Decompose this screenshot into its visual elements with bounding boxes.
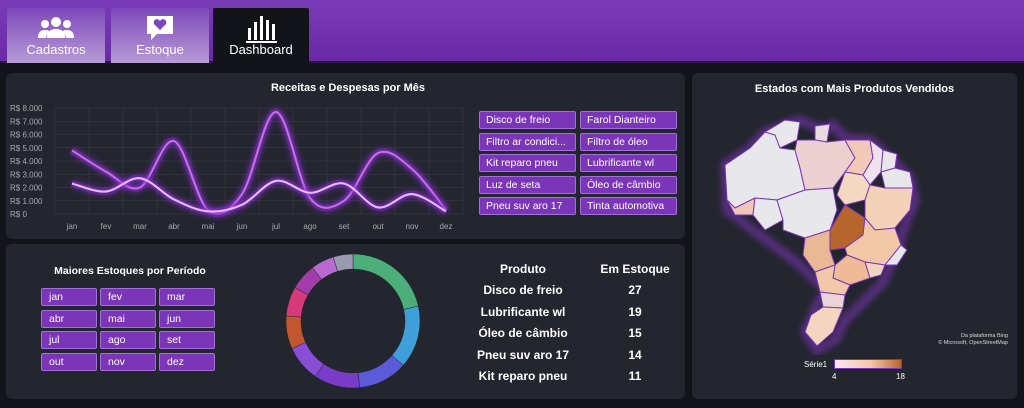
map-legend-max: 18: [896, 372, 905, 381]
table-cell-stock: 15: [628, 326, 642, 340]
product-filter-button[interactable]: Filtro ar condici...: [479, 132, 576, 151]
table-cell-stock: 19: [628, 304, 642, 319]
table-cell-product: Disco de freio: [483, 283, 563, 297]
map-credit-line2: © Microsoft, OpenStreetMap: [938, 340, 1008, 346]
x-tick-label: out: [372, 222, 384, 231]
map-legend-series: Série1: [804, 360, 828, 369]
x-tick-label: jan: [66, 222, 78, 231]
y-tick-label: R$ 3.000: [10, 170, 43, 179]
table-cell-product: Kit reparo pneu: [478, 369, 568, 383]
y-tick-label: R$ 0: [10, 210, 27, 219]
month-filter-button[interactable]: dez: [159, 352, 215, 371]
x-tick-label: jun: [236, 222, 248, 231]
month-filter-button[interactable]: jun: [159, 309, 215, 328]
tab-dashboard[interactable]: Dashboard: [213, 8, 309, 63]
state-rj: [864, 261, 886, 279]
y-tick-label: R$ 8.000: [10, 104, 43, 113]
y-tick-label: R$ 1.000: [10, 197, 43, 206]
month-filter-button[interactable]: jan: [41, 288, 97, 306]
y-tick-label: R$ 4.000: [10, 157, 43, 166]
product-filter-button[interactable]: Óleo de câmbio: [580, 175, 677, 194]
bar-chart-icon: [213, 14, 309, 43]
x-tick-label: set: [339, 222, 350, 231]
state-ro: [752, 197, 784, 231]
brazil-states-map[interactable]: [705, 100, 935, 355]
table-cell-product: Óleo de câmbio: [478, 326, 568, 340]
product-filter-button[interactable]: Pneu suv aro 17: [479, 197, 576, 215]
x-tick-label: dez: [440, 222, 453, 231]
x-tick-label: jul: [271, 222, 280, 231]
donut-slice: [332, 253, 354, 272]
table-cell-product: Lubrificante wl: [480, 304, 566, 319]
donut-slice: [285, 315, 306, 349]
map-legend-gradient: [834, 359, 902, 369]
month-filter-button[interactable]: ago: [100, 331, 156, 349]
table-cell-stock: 27: [628, 283, 642, 297]
state-es: [883, 244, 908, 266]
series-line-0: [71, 110, 447, 215]
x-tick-label: nov: [406, 222, 419, 231]
x-tick-label: fev: [101, 222, 112, 231]
table-cell-product: Pneu suv aro 17: [476, 347, 570, 362]
state-sc: [819, 291, 846, 309]
map-credit-line1: Da plataforma Bing: [960, 333, 1008, 339]
x-tick-label: abr: [168, 222, 180, 231]
state-rs: [804, 306, 844, 347]
month-filter-button[interactable]: nov: [100, 352, 156, 371]
donut-slice: [291, 342, 325, 377]
users-icon: [7, 14, 105, 42]
product-filter-button[interactable]: Luz de seta: [479, 175, 576, 194]
month-filter-button[interactable]: jul: [41, 331, 97, 349]
table-header: Em Estoque: [600, 262, 670, 276]
month-filter-button[interactable]: abr: [41, 309, 97, 328]
product-filter-button[interactable]: Disco de freio: [479, 111, 576, 129]
y-tick-label: R$ 2.000: [10, 184, 43, 193]
donut-slice: [391, 305, 421, 366]
x-tick-label: ago: [303, 222, 317, 231]
donut-slice: [352, 253, 419, 310]
product-filter-button[interactable]: Lubrificante wl: [580, 154, 677, 172]
tab-estoque[interactable]: Estoque: [111, 8, 209, 63]
map-title: Estados com Mais Produtos Vendidos: [754, 83, 955, 95]
series-line-1: [71, 177, 447, 213]
state-ap: [814, 123, 831, 143]
map-credit: Da plataforma Bing © Microsoft, OpenStre…: [880, 333, 1008, 347]
product-filter-button[interactable]: Farol Dianteiro: [580, 111, 677, 129]
month-filter-button[interactable]: fev: [100, 288, 156, 306]
map-legend-min: 4: [832, 372, 837, 381]
y-tick-label: R$ 5.000: [10, 144, 43, 153]
table-cell-stock: 14: [628, 347, 642, 362]
month-filter-button[interactable]: mar: [159, 288, 215, 306]
month-filter-button[interactable]: mai: [100, 309, 156, 328]
y-tick-label: R$ 6.000: [10, 131, 43, 140]
tab-cadastros-label: Cadastros: [26, 42, 86, 57]
revenue-chart-title: Receitas e Despesas por Mês: [270, 82, 426, 94]
revenue-line-chart: R$ 8.000 R$ 7.000 R$ 6.000 R$ 5.000 R$ 4.000…: [10, 104, 464, 231]
table-header: Produto: [500, 262, 546, 276]
month-filter-button[interactable]: set: [159, 331, 215, 349]
heart-message-icon: [111, 14, 209, 42]
table-cell-stock: 11: [628, 369, 642, 383]
tab-estoque-label: Estoque: [136, 42, 184, 57]
product-filter-button[interactable]: Filtro de óleo: [580, 132, 677, 151]
y-tick-label: R$ 7.000: [10, 117, 43, 126]
x-tick-label: mar: [133, 222, 147, 231]
product-filter-button[interactable]: Tinta automotiva: [580, 197, 677, 215]
donut-slice: [357, 355, 404, 388]
x-tick-label: mai: [202, 222, 215, 231]
tab-dashboard-label: Dashboard: [229, 42, 293, 57]
product-filter-button[interactable]: Kit reparo pneu: [479, 154, 576, 172]
stock-period-title: Maiores Estoques por Período: [54, 265, 206, 277]
stock-donut-chart: [285, 253, 421, 389]
donut-slice: [314, 363, 360, 389]
top-nav-bar: Cadastros Estoque Dashboard: [0, 0, 1024, 63]
tab-cadastros[interactable]: Cadastros: [7, 8, 105, 63]
month-filter-button[interactable]: out: [41, 352, 97, 371]
